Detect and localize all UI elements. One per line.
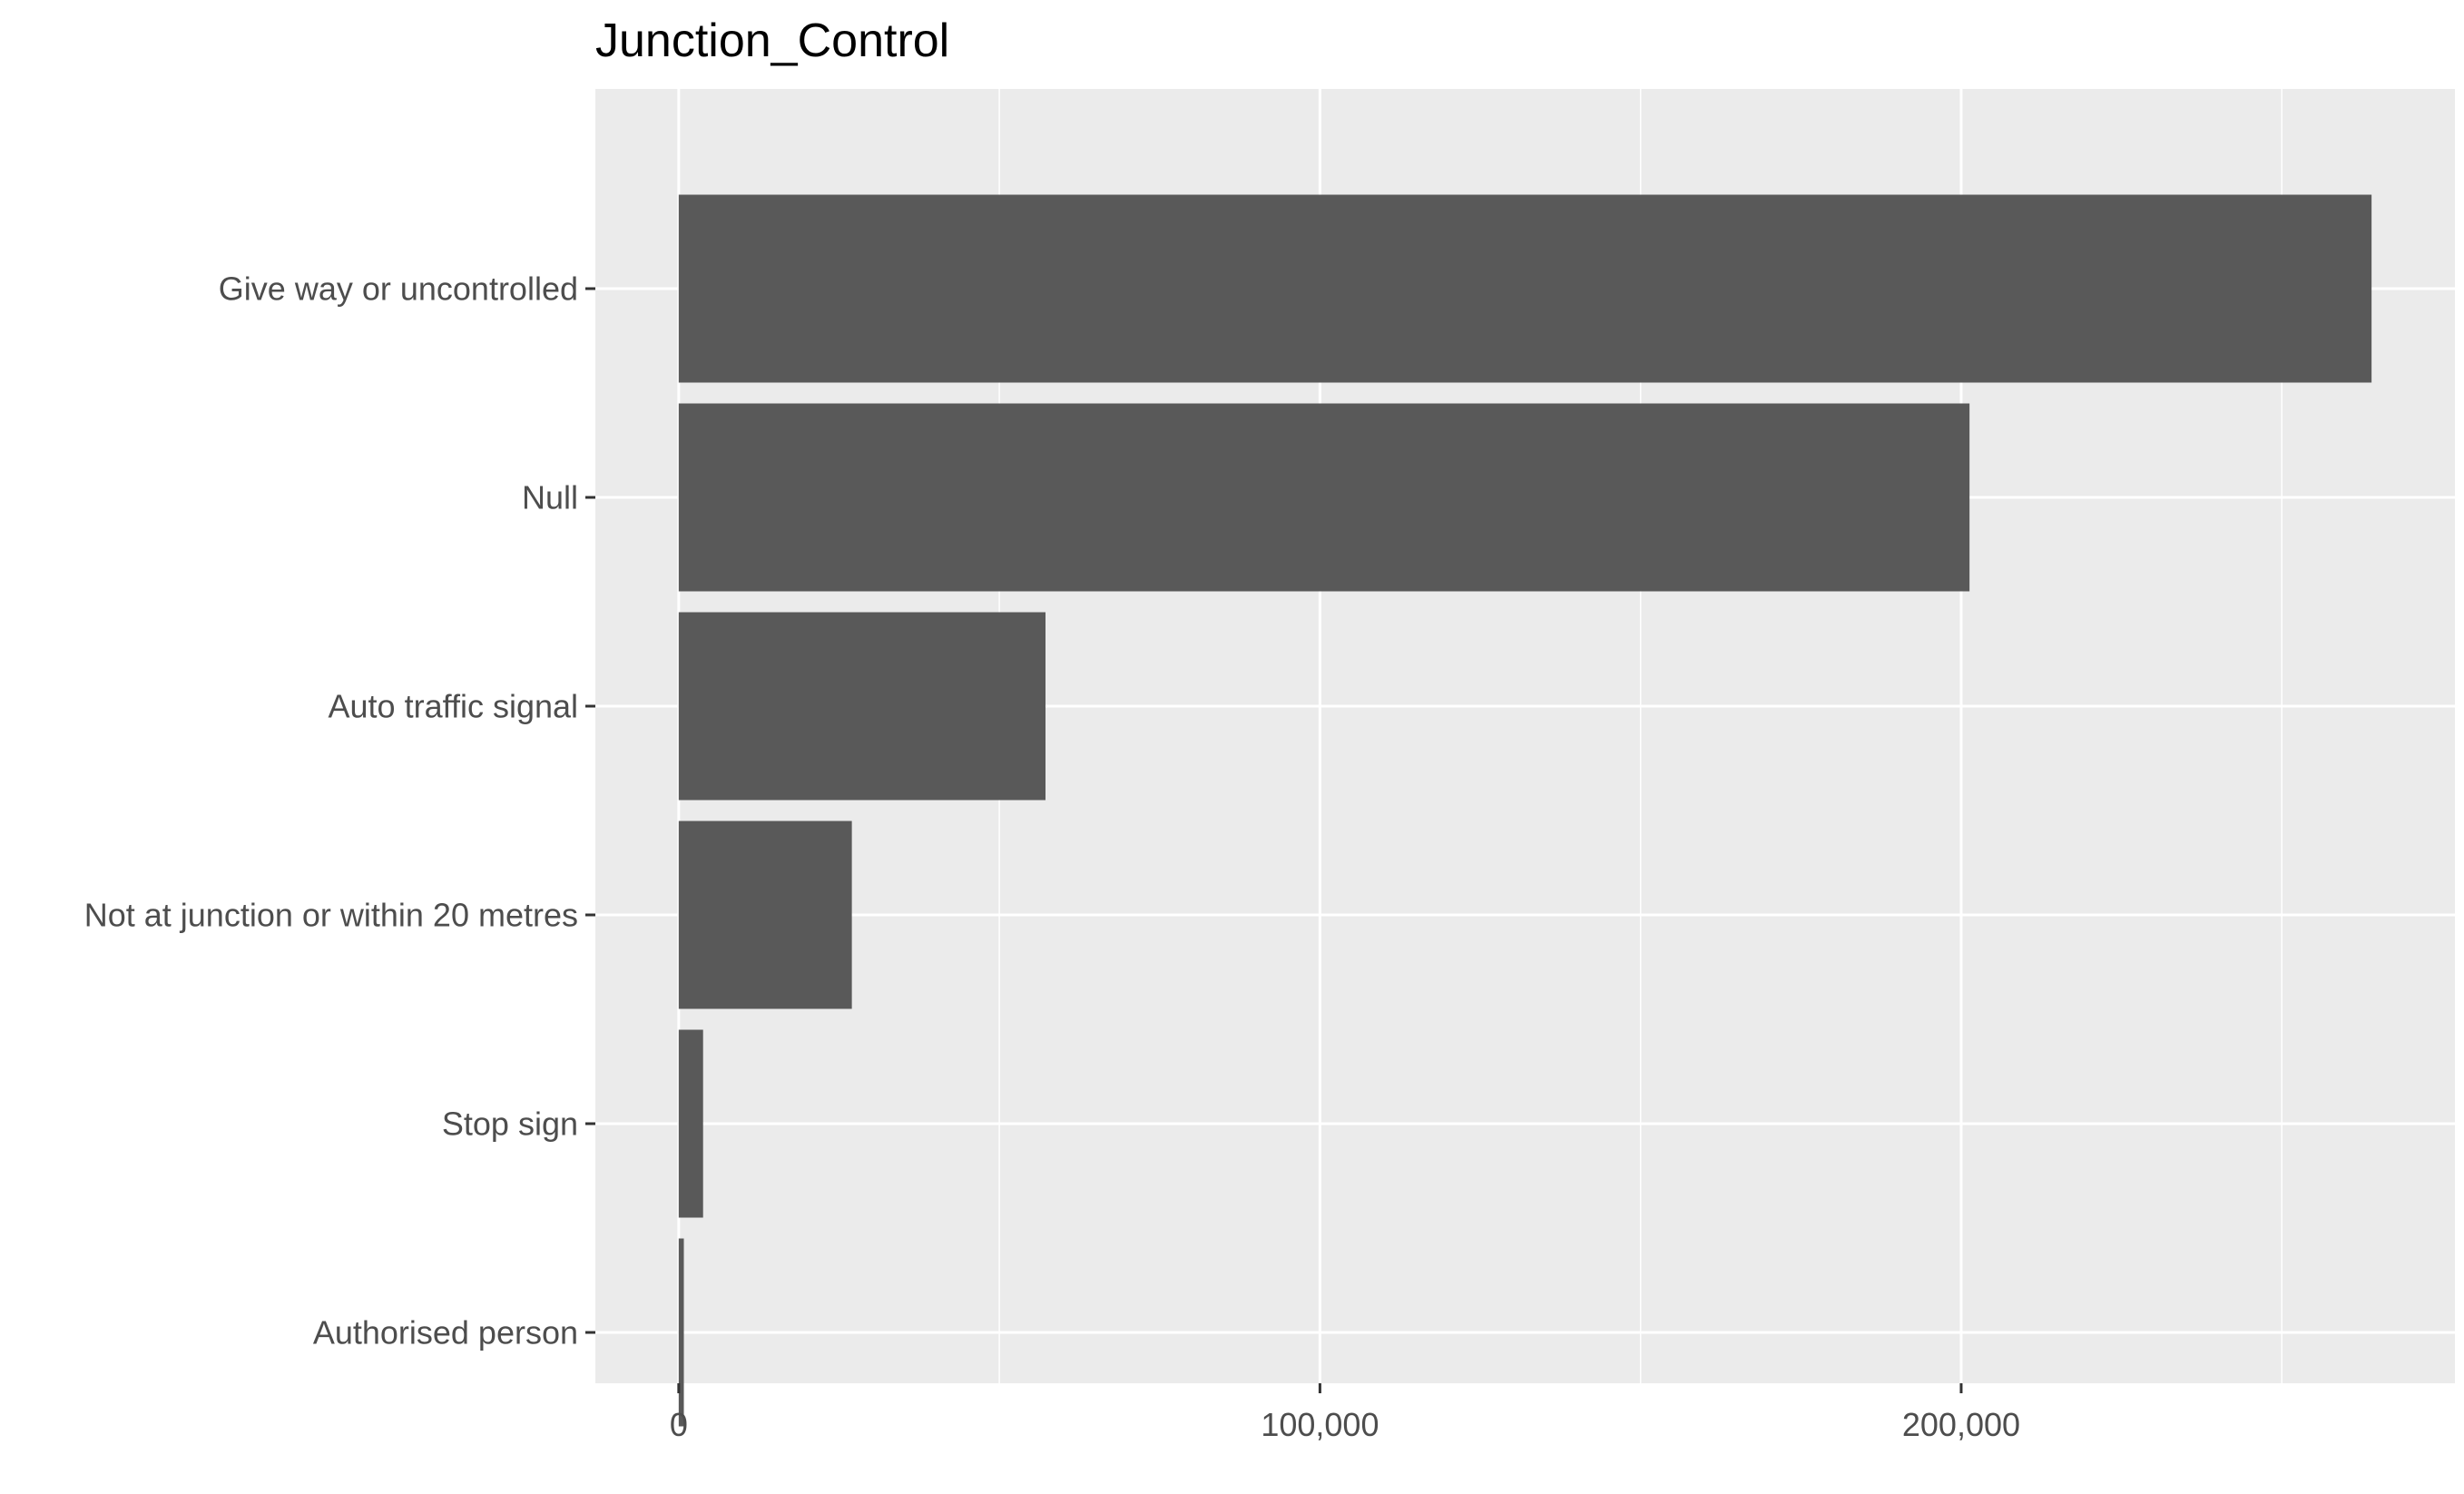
y-tick-label-3: Not at junction or within 20 metres bbox=[84, 897, 578, 934]
bar-4 bbox=[678, 1029, 703, 1218]
bar-1 bbox=[678, 403, 1970, 592]
bar-0 bbox=[678, 194, 2372, 383]
x-tick-label-2: 200,000 bbox=[1902, 1406, 2020, 1443]
x-axis: 0 100,000 200,000 bbox=[670, 1383, 2020, 1443]
y-tick-label-1: Null bbox=[522, 479, 578, 516]
bar-2 bbox=[678, 612, 1045, 801]
y-tick-label-0: Give way or uncontrolled bbox=[219, 270, 578, 308]
chart-title: Junction_Control bbox=[595, 15, 949, 67]
y-tick-label-4: Stop sign bbox=[442, 1106, 578, 1143]
y-tick-label-5: Authorised person bbox=[313, 1314, 578, 1351]
bar-3 bbox=[678, 821, 852, 1009]
y-tick-label-2: Auto traffic signal bbox=[329, 688, 578, 725]
y-axis: Give way or uncontrolled Null Auto traffic… bbox=[84, 270, 595, 1351]
bar-5 bbox=[678, 1238, 684, 1427]
bar-series bbox=[678, 194, 2372, 1427]
x-tick-label-1: 100,000 bbox=[1261, 1406, 1379, 1443]
x-tick-label-0: 0 bbox=[670, 1406, 688, 1443]
